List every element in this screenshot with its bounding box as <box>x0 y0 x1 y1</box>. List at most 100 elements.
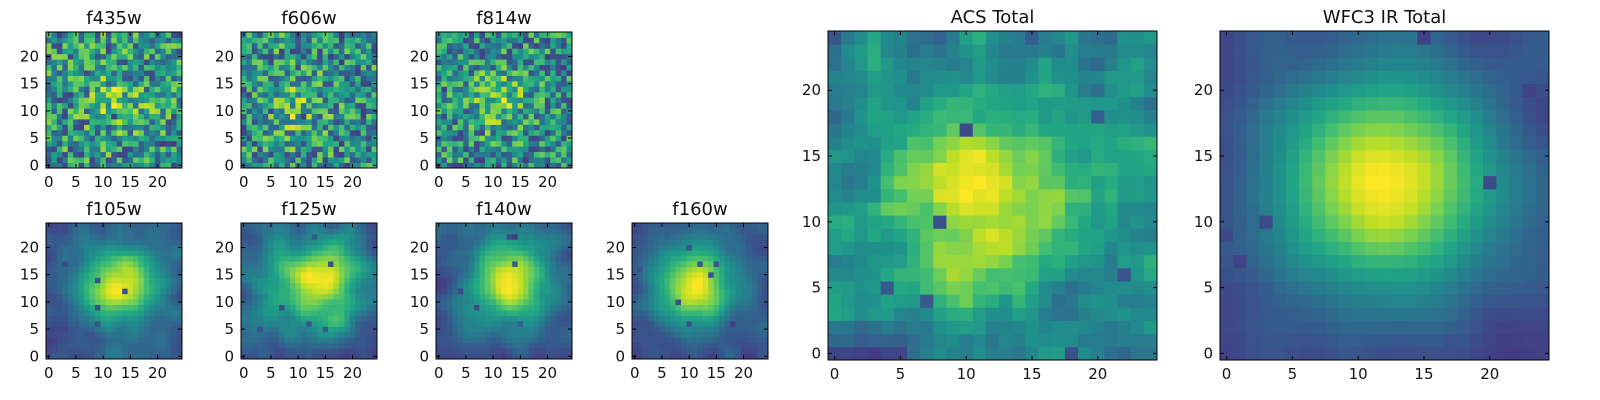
heatmap-cell <box>127 304 134 311</box>
heatmap-cell <box>366 288 372 295</box>
heatmap-cell <box>1025 241 1039 256</box>
heatmap-cell <box>528 124 535 131</box>
heatmap-cell <box>328 342 334 349</box>
heatmap-cell <box>533 91 540 98</box>
heatmap-cell <box>306 108 313 114</box>
heatmap-cell <box>122 331 128 338</box>
heatmap-cell <box>675 244 682 251</box>
heatmap-cell <box>523 80 529 87</box>
heatmap-cell <box>561 108 567 114</box>
heatmap-cell <box>355 91 362 98</box>
heatmap-cell <box>56 140 63 147</box>
heatmap-cell <box>854 228 868 242</box>
heatmap-cell <box>176 48 183 55</box>
heatmap-cell <box>544 119 551 125</box>
heatmap-cell <box>713 331 720 338</box>
heatmap-cell <box>501 32 508 38</box>
heatmap-cell <box>67 151 74 158</box>
heatmap-cell <box>46 277 52 284</box>
heatmap-cell <box>246 228 253 235</box>
heatmap-cell <box>89 91 96 98</box>
heatmap-cell <box>506 244 513 251</box>
heatmap-cell <box>1078 307 1092 321</box>
heatmap-cell <box>122 108 128 114</box>
heatmap-cell <box>143 331 150 338</box>
heatmap-cell <box>279 91 285 98</box>
heatmap-cell <box>289 124 296 131</box>
heatmap-cell <box>78 293 85 300</box>
heatmap-cell <box>441 102 448 109</box>
heatmap-cell <box>566 331 573 338</box>
heatmap-cell <box>355 157 362 163</box>
heatmap-cell <box>311 157 318 163</box>
heatmap-cell <box>349 261 356 267</box>
heatmap-cell <box>257 151 264 158</box>
heatmap-cell <box>62 32 69 38</box>
heatmap-cell <box>484 331 491 338</box>
heatmap-cell <box>719 293 725 300</box>
heatmap-cell <box>328 108 334 114</box>
heatmap-cell <box>116 266 123 273</box>
heatmap-cell <box>501 223 508 229</box>
heatmap-cell <box>122 320 128 327</box>
heatmap-cell <box>1078 241 1092 256</box>
heatmap-cell <box>251 239 258 246</box>
heatmap-cell <box>523 353 529 360</box>
heatmap-cell <box>479 271 486 278</box>
heatmap-cell <box>1143 202 1158 216</box>
heatmap-cell <box>154 75 161 82</box>
heatmap-cell <box>262 75 269 82</box>
heatmap-cell <box>555 348 562 354</box>
heatmap-cell <box>366 113 372 120</box>
heatmap-cell <box>436 337 442 344</box>
heatmap-cell <box>446 244 453 251</box>
heatmap-cell <box>149 129 156 136</box>
heatmap-cell <box>284 250 291 257</box>
heatmap-cell <box>550 310 557 316</box>
heatmap-cell <box>246 239 253 246</box>
heatmap-cell <box>122 244 128 251</box>
heatmap-cell <box>479 255 486 262</box>
heatmap-cell <box>484 80 491 87</box>
heatmap-cell <box>933 215 947 229</box>
heatmap-cell <box>746 223 753 229</box>
heatmap-cell <box>366 32 372 38</box>
heatmap-cell <box>441 157 448 163</box>
heatmap-cell <box>171 32 177 38</box>
heatmap-cell <box>84 129 90 136</box>
heatmap-cell <box>762 239 769 246</box>
heatmap-cell <box>328 129 334 136</box>
heatmap-cell <box>446 157 453 163</box>
heatmap-cell <box>338 59 345 66</box>
heatmap-cell <box>94 59 101 66</box>
heatmap-cell <box>1012 215 1026 229</box>
heatmap-cell <box>154 326 161 333</box>
heatmap-cell <box>143 342 150 349</box>
heatmap-cell <box>680 261 687 267</box>
heatmap-cells <box>46 223 183 360</box>
heatmap-cell <box>697 353 704 360</box>
heatmap-cell <box>841 162 855 177</box>
heatmap-cell <box>94 331 101 338</box>
heatmap-cell <box>273 304 280 311</box>
heatmap-cell <box>62 261 69 267</box>
heatmap-cell <box>246 135 253 142</box>
heatmap-cell <box>544 315 551 322</box>
heatmap-cell <box>62 70 69 76</box>
heatmap-cell <box>89 331 96 338</box>
heatmap-cell <box>73 80 80 87</box>
heatmap-cell <box>100 135 107 142</box>
heatmap-cell <box>474 315 480 322</box>
heatmap-cell <box>300 342 307 349</box>
heatmap-cell <box>495 320 502 327</box>
heatmap-cell <box>740 233 747 240</box>
heatmap-cell <box>165 293 172 300</box>
heatmap-cell <box>176 64 183 71</box>
heatmap-cell <box>317 255 323 262</box>
heatmap-cell <box>73 244 80 251</box>
heatmap-cell <box>257 223 264 229</box>
heatmap-cell <box>295 331 302 338</box>
heatmap-cell <box>51 244 58 251</box>
heatmap-cell <box>751 239 758 246</box>
heatmap-cell <box>463 59 470 66</box>
